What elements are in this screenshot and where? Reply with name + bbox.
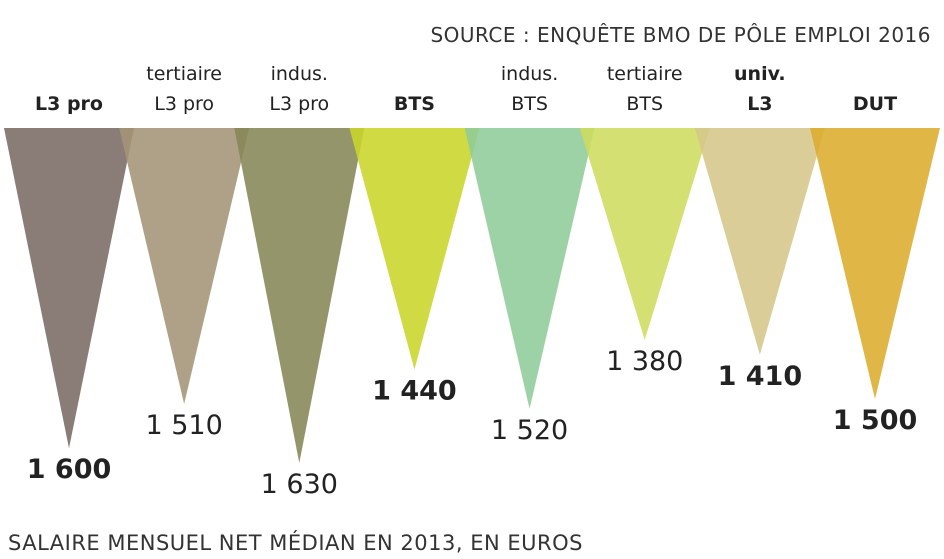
value-label-1: 1 510: [145, 410, 222, 441]
category-sublabel-1: tertiaire: [146, 63, 222, 85]
category-sublabel-6: univ.: [734, 63, 786, 85]
value-label-4: 1 520: [491, 415, 568, 446]
category-sublabel-2: indus.: [271, 63, 328, 85]
triangle-0: [4, 128, 134, 449]
value-label-3: 1 440: [372, 376, 457, 407]
triangle-6: [694, 128, 825, 355]
triangle-7: [810, 128, 940, 400]
value-label-6: 1 410: [718, 361, 803, 392]
source-note: SOURCE : ENQUÊTE BMO DE PÔLE EMPLOI 2016: [430, 23, 931, 47]
category-label-0: L3 pro: [35, 93, 103, 115]
category-sublabel-5: tertiaire: [607, 63, 683, 85]
triangle-2: [234, 128, 365, 463]
value-label-2: 1 630: [261, 469, 338, 500]
value-label-5: 1 380: [606, 346, 683, 377]
triangle-4: [464, 128, 595, 409]
category-label-4: BTS: [511, 93, 548, 115]
triangle-3: [349, 128, 480, 370]
category-label-3: BTS: [394, 93, 435, 115]
value-label-0: 1 600: [27, 454, 112, 485]
triangle-5: [579, 128, 710, 340]
category-label-1: L3 pro: [154, 93, 214, 115]
value-labels: 1 600 1 510 1 630 1 440 1 520 1 380 1 410 1 500: [27, 346, 918, 500]
value-label-7: 1 500: [833, 405, 918, 436]
category-labels: L3 pro L3 pro tertiaire L3 pro indus. BTS BTS i…: [35, 63, 897, 115]
triangles-group: [4, 128, 940, 463]
category-label-7: DUT: [853, 93, 897, 115]
category-label-5: BTS: [626, 93, 663, 115]
category-label-2: L3 pro: [269, 93, 329, 115]
category-label-6: L3: [747, 93, 772, 115]
category-sublabel-4: indus.: [501, 63, 558, 85]
chart-footnote: SALAIRE MENSUEL NET MÉDIAN EN 2013, EN E…: [8, 530, 583, 555]
triangle-1: [119, 128, 250, 404]
